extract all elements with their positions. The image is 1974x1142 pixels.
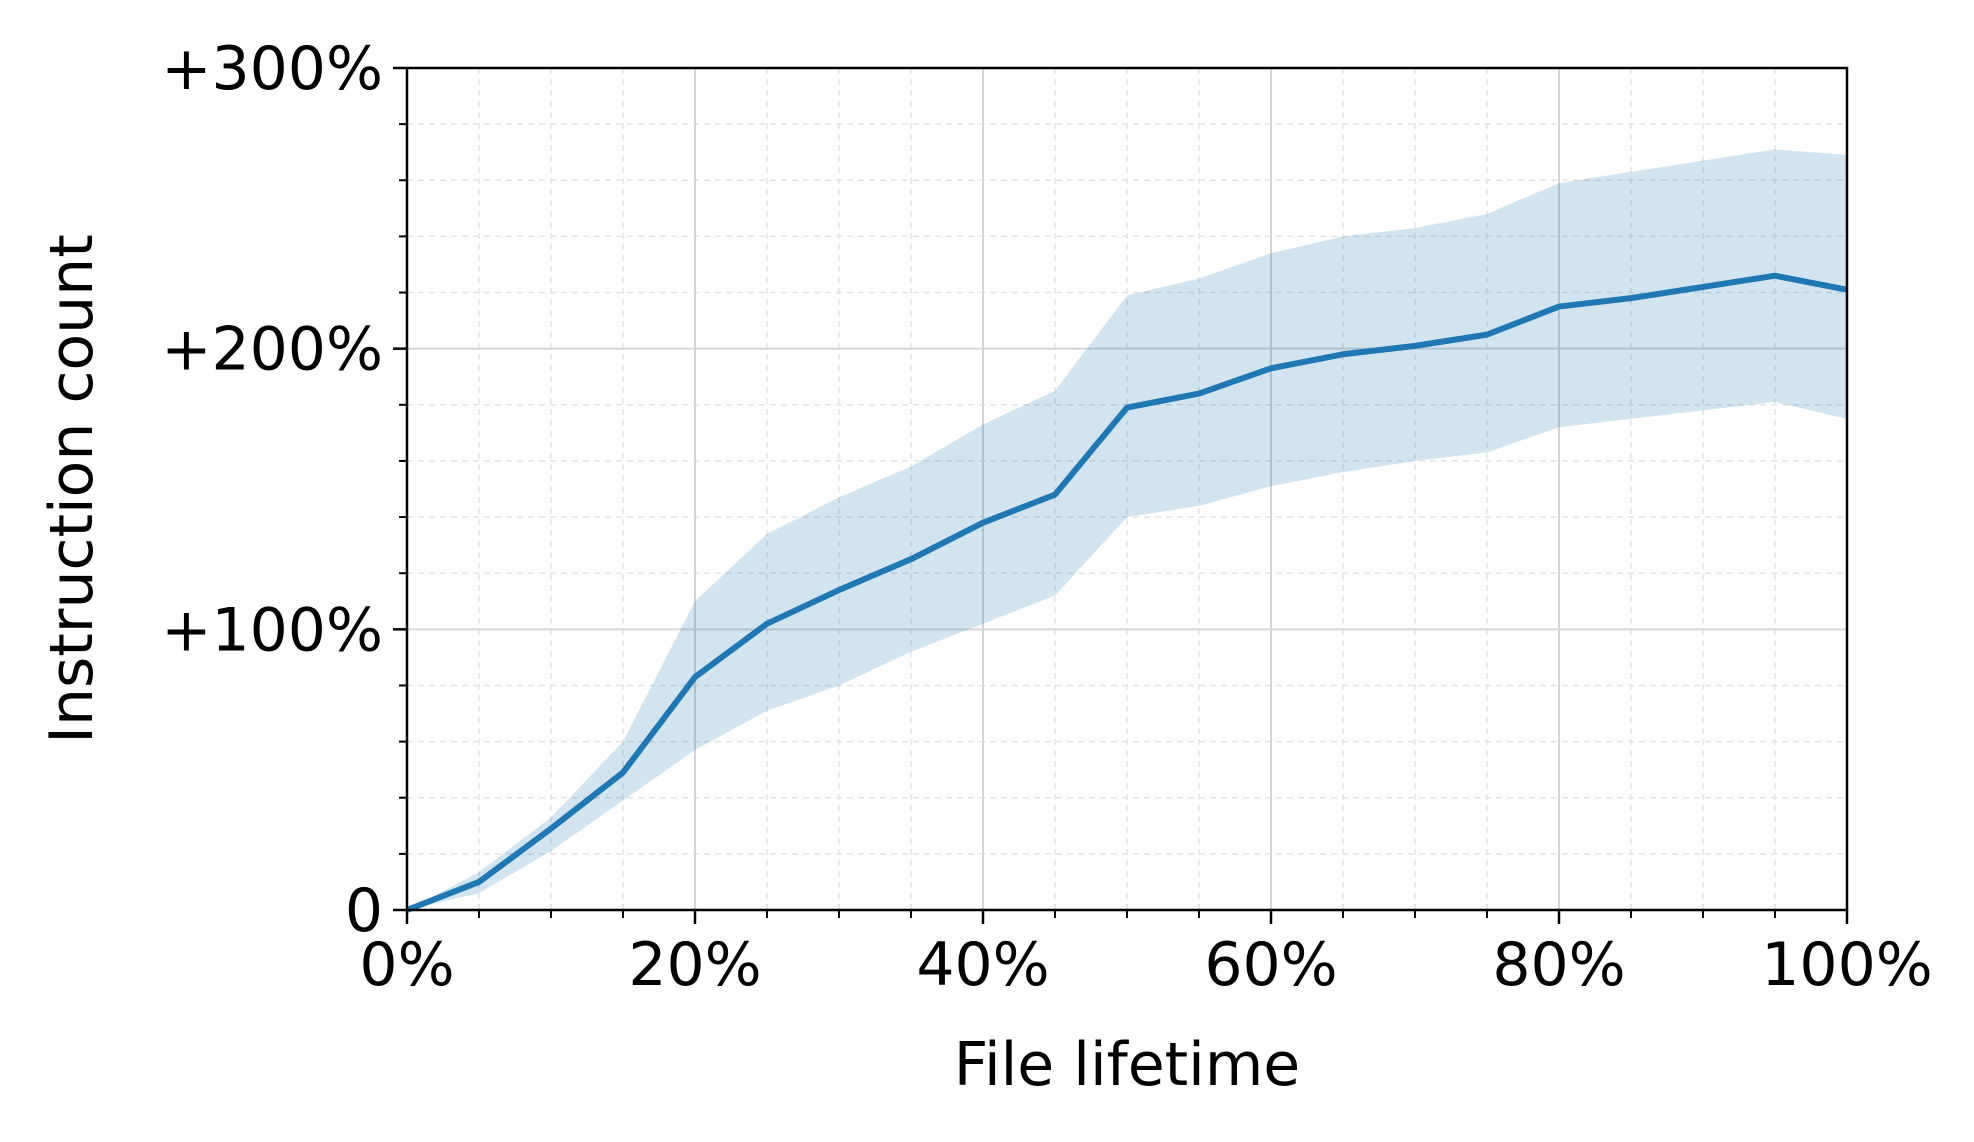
x-axis-label: File lifetime xyxy=(954,1030,1300,1100)
y-tick-label: +100% xyxy=(161,595,383,665)
x-tick-label: 20% xyxy=(628,930,761,1000)
x-tick-label: 40% xyxy=(916,930,1049,1000)
x-tick-label: 100% xyxy=(1761,930,1933,1000)
x-tick-label: 60% xyxy=(1204,930,1337,1000)
y-tick-label: +200% xyxy=(161,315,383,385)
confidence-band xyxy=(407,149,1847,911)
x-tick-label: 80% xyxy=(1492,930,1625,1000)
line xyxy=(405,272,1848,913)
y-tick-label: 0 xyxy=(345,876,383,946)
plot-frame xyxy=(405,66,1849,912)
x-tick-label: 0% xyxy=(359,930,454,1000)
y-tick-label: +300% xyxy=(161,34,383,104)
y-axis-label: Instruction count xyxy=(37,234,107,743)
